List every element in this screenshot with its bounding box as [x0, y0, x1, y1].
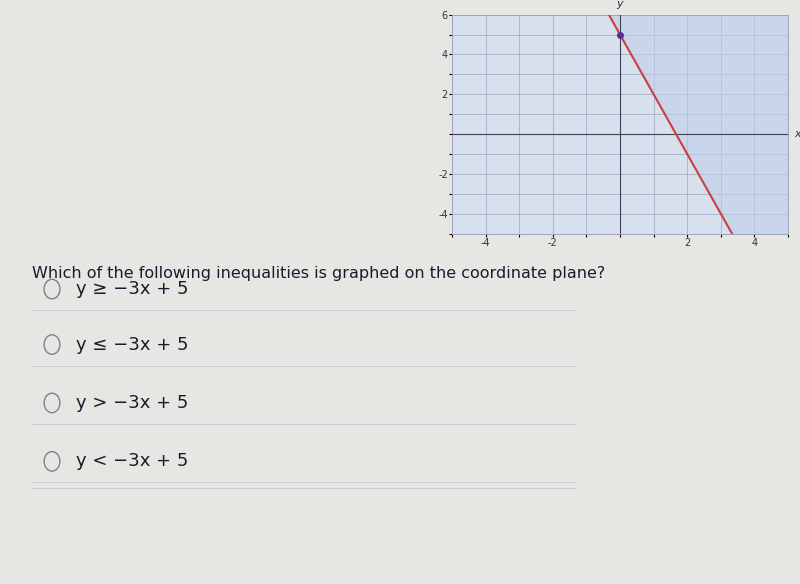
Text: y > −3x + 5: y > −3x + 5 — [76, 394, 188, 412]
Text: Which of the following inequalities is graphed on the coordinate plane?​: Which of the following inequalities is g… — [32, 266, 606, 281]
Text: y ≥ −3x + 5: y ≥ −3x + 5 — [76, 280, 189, 298]
Text: y ≤ −3x + 5: y ≤ −3x + 5 — [76, 336, 189, 353]
Text: x: x — [794, 129, 800, 139]
Text: y: y — [617, 0, 623, 9]
Text: y < −3x + 5: y < −3x + 5 — [76, 453, 188, 470]
